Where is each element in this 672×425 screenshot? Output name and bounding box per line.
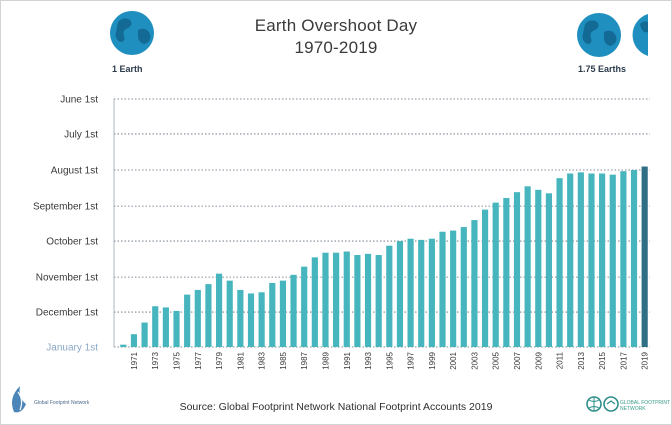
bar-2015 <box>599 173 606 347</box>
bar-2004 <box>481 209 489 347</box>
x-tick-label: 1989 <box>321 351 330 369</box>
x-tick-label: 2019 <box>641 351 650 369</box>
bar-1982 <box>247 293 255 347</box>
y-tick-label: September 1st <box>33 202 98 213</box>
chart-title: Earth Overshoot Day <box>254 16 418 35</box>
bar-2009 <box>535 189 542 347</box>
x-tick-label: 2011 <box>556 351 565 369</box>
chart-subtitle: 1970-2019 <box>294 38 378 57</box>
bar-1972 <box>141 322 148 347</box>
bar-2018 <box>630 170 638 347</box>
x-tick-label: 2005 <box>492 351 501 369</box>
x-tick-label: 1987 <box>300 351 309 369</box>
bar-2013 <box>577 172 584 347</box>
bar-2006 <box>503 197 510 347</box>
bar-2010 <box>545 193 552 347</box>
bar-2005 <box>492 202 499 347</box>
y-tick-label: August 1st <box>51 166 98 177</box>
bar-1979 <box>215 273 223 347</box>
source-note: Source: Global Footprint Network Nationa… <box>179 401 493 413</box>
one-point-seven-five-earths-label: 1.75 Earths <box>578 64 627 74</box>
bar-1985 <box>279 280 286 347</box>
bar-1997 <box>407 238 414 347</box>
x-tick-label: 2001 <box>449 351 458 369</box>
right-logo-text: GLOBAL FOOTPRINT NETWORK <box>620 400 671 412</box>
x-tick-label: 1979 <box>215 351 224 369</box>
bar-1971 <box>130 334 138 347</box>
bar-2016 <box>609 174 616 347</box>
bar-2000 <box>439 231 446 347</box>
bar-1991 <box>343 251 350 347</box>
y-tick-label: June 1st <box>60 95 98 106</box>
x-tick-label: 2015 <box>598 351 607 369</box>
y-tick-label: October 1st <box>46 237 98 248</box>
x-tick-label: 2017 <box>619 351 628 369</box>
bar-2008 <box>524 186 531 347</box>
bar-1975 <box>173 310 180 347</box>
bar-2017 <box>620 171 627 347</box>
bar-1987 <box>301 266 308 347</box>
x-tick-label: 1985 <box>279 351 288 369</box>
x-tick-label: 1993 <box>364 351 373 369</box>
x-tick-label: 1991 <box>343 351 352 369</box>
bar-2001 <box>450 230 457 347</box>
bar-2019 <box>641 166 648 347</box>
bar-1981 <box>237 289 244 347</box>
x-tick-label: 2007 <box>513 351 522 369</box>
bar-1970 <box>120 344 127 347</box>
y-tick-label: July 1st <box>64 129 98 140</box>
left-logo-text: Global Footprint Network <box>34 400 90 406</box>
x-tick-label: 1977 <box>194 351 203 369</box>
one-point-seven-five-earths-globe-icon <box>577 13 648 57</box>
x-tick-label: 1997 <box>407 351 416 369</box>
bar-2012 <box>567 173 574 347</box>
bar-2002 <box>460 227 467 347</box>
global-footprint-network-logo-icon <box>12 386 26 413</box>
bar-1998 <box>418 239 425 347</box>
bar-1995 <box>386 245 393 347</box>
one-earth-globe-icon <box>110 11 154 55</box>
y-tick-label: December 1st <box>36 308 98 319</box>
bar-1994 <box>375 255 382 347</box>
bar-1983 <box>258 292 265 347</box>
x-tick-label: 1999 <box>428 351 437 369</box>
bar-1980 <box>226 280 233 347</box>
bar-1992 <box>354 255 361 347</box>
x-tick-label: 2003 <box>470 351 479 369</box>
x-tick-label: 1975 <box>173 351 182 369</box>
bar-1974 <box>162 307 169 347</box>
one-earth-label: 1 Earth <box>112 64 143 74</box>
bar-1989 <box>322 252 329 347</box>
x-tick-label: 2013 <box>577 351 586 369</box>
bar-1977 <box>194 289 201 347</box>
bar-1996 <box>396 241 404 347</box>
bar-1973 <box>152 306 159 347</box>
bar-2011 <box>556 178 563 347</box>
footprint-network-globe-icon <box>586 396 619 412</box>
bar-1986 <box>290 274 297 347</box>
bar-2007 <box>513 192 521 347</box>
bar-1988 <box>311 257 318 347</box>
bar-1978 <box>205 284 212 347</box>
bar-2014 <box>588 173 595 347</box>
bar-1993 <box>364 253 372 347</box>
bar-2003 <box>471 220 478 347</box>
x-tick-label: 1981 <box>236 351 245 369</box>
bar-1976 <box>184 294 191 347</box>
bar-1990 <box>333 252 340 347</box>
bar-1984 <box>269 282 276 347</box>
x-tick-label: 2009 <box>534 351 543 369</box>
x-tick-label: 1971 <box>130 351 139 369</box>
bar-1999 <box>428 238 435 347</box>
y-tick-label: November 1st <box>36 273 98 284</box>
y-tick-label: January 1st <box>46 343 98 354</box>
x-tick-label: 1973 <box>151 351 160 369</box>
x-tick-label: 1995 <box>385 351 394 369</box>
x-tick-label: 1983 <box>258 351 267 369</box>
